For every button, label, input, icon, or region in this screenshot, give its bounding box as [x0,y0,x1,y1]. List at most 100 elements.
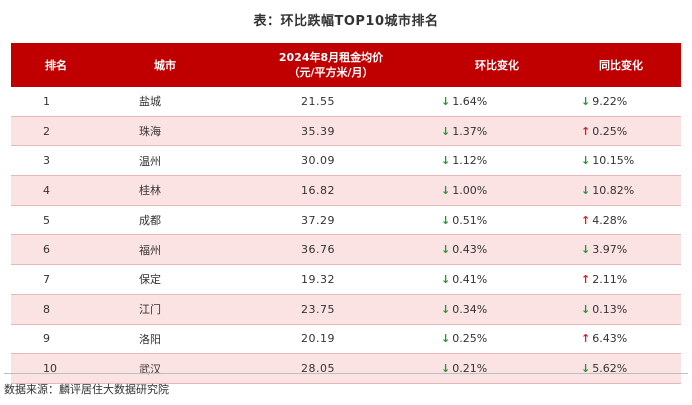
header-rank: 排名 [11,43,101,87]
arrow-down-icon: ↓ [441,332,451,346]
header-rent: 2024年8月租金均价 （元/平方米/月） [229,43,433,87]
mom-change-cell: ↓ 1.37% [433,116,561,147]
mom-change-cell: ↓ 0.34% [433,294,561,325]
table-row: 6 福州 36.76 ↓ 0.43% ↓ 3.97% [11,234,681,266]
mom-change-cell-value: 0.43% [452,243,488,257]
table-row: 4 桂林 16.82 ↓ 1.00% ↓ 10.82% [11,175,681,206]
rank-cell: 4 [11,175,101,206]
table-row: 9 洛阳 20.19 ↓ 0.25% ↑ 6.43% [11,324,681,355]
mom-change-cell-value: 0.34% [452,302,488,316]
table-caption: 表：环比跌幅TOP10城市排名 [253,14,439,29]
mom-change-cell-value: 1.00% [452,183,488,197]
city-cell: 温州 [101,145,229,177]
mom-change-cell: ↓ 0.51% [433,205,561,236]
rent-cell: 23.75 [229,294,433,325]
rent-cell: 19.32 [229,264,433,295]
arrow-down-icon: ↓ [441,302,451,316]
yoy-change-cell-value: 10.15% [592,154,635,168]
table-body: 1 盐城 21.55 ↓ 1.64% ↓ 9.22% 2 珠海 35.39 ↓ 1.37% ↑ 0.25%… [11,87,681,384]
mom-change-cell-value: 0.51% [452,213,488,227]
table-row: 10 武汉 28.05 ↓ 0.21% ↓ 5.62% [11,353,681,384]
city-cell: 江门 [101,294,229,325]
mom-change-cell-value: 1.37% [452,124,488,138]
rent-cell: 28.05 [229,353,433,384]
mom-change-cell-value: 1.12% [452,154,488,168]
table-row: 3 温州 30.09 ↓ 1.12% ↓ 10.15% [11,145,681,177]
table-header-row: 排名 城市 2024年8月租金均价 （元/平方米/月） 环比变化 同比变化 [11,43,681,87]
arrow-up-icon: ↑ [581,272,591,286]
yoy-change-cell: ↑ 2.11% [561,264,681,295]
city-cell: 成都 [101,205,229,236]
yoy-change-cell-value: 5.62% [592,362,628,376]
mom-change-cell-value: 1.64% [452,94,488,108]
header-city: 城市 [101,43,229,87]
yoy-change-cell-value: 10.82% [592,183,635,197]
rank-cell: 3 [11,145,101,177]
table-row: 7 保定 19.32 ↓ 0.41% ↑ 2.11% [11,264,681,295]
footer-divider [4,373,688,374]
rent-cell: 21.55 [229,87,433,117]
rank-cell: 1 [11,87,101,117]
header-rent-line2: （元/平方米/月） [288,66,374,79]
arrow-down-icon: ↓ [441,272,451,286]
rent-cell: 37.29 [229,205,433,236]
arrow-down-icon: ↓ [441,183,451,197]
rank-cell: 10 [11,353,101,384]
table-row: 2 珠海 35.39 ↓ 1.37% ↑ 0.25% [11,116,681,147]
mom-change-cell-value: 0.21% [452,362,488,376]
arrow-down-icon: ↓ [441,124,451,138]
table-row: 1 盐城 21.55 ↓ 1.64% ↓ 9.22% [11,87,681,117]
rank-cell: 5 [11,205,101,236]
mom-change-cell: ↓ 0.43% [433,234,561,266]
rank-cell: 8 [11,294,101,325]
arrow-down-icon: ↓ [441,154,451,168]
yoy-change-cell: ↓ 10.15% [561,145,681,177]
arrow-down-icon: ↓ [581,94,591,108]
arrow-down-icon: ↓ [441,243,451,257]
rent-cell: 16.82 [229,175,433,206]
header-mom: 环比变化 [433,43,561,87]
yoy-change-cell-value: 0.13% [592,302,628,316]
arrow-down-icon: ↓ [441,362,451,376]
city-cell: 武汉 [101,353,229,384]
yoy-change-cell: ↑ 4.28% [561,205,681,236]
arrow-down-icon: ↓ [581,154,591,168]
rent-cell: 36.76 [229,234,433,266]
yoy-change-cell: ↓ 5.62% [561,353,681,384]
yoy-change-cell-value: 6.43% [592,332,628,346]
yoy-change-cell-value: 9.22% [592,94,628,108]
mom-change-cell: ↓ 1.12% [433,145,561,177]
mom-change-cell: ↓ 0.25% [433,324,561,355]
mom-change-cell: ↓ 0.21% [433,353,561,384]
city-cell: 盐城 [101,87,229,117]
mom-change-cell-value: 0.41% [452,272,488,286]
yoy-change-cell: ↓ 3.97% [561,234,681,266]
rent-cell: 20.19 [229,324,433,355]
arrow-up-icon: ↑ [581,124,591,138]
mom-change-cell: ↓ 1.64% [433,87,561,117]
yoy-change-cell: ↑ 6.43% [561,324,681,355]
arrow-down-icon: ↓ [581,183,591,197]
arrow-down-icon: ↓ [441,213,451,227]
yoy-change-cell: ↓ 9.22% [561,87,681,117]
city-cell: 洛阳 [101,324,229,355]
yoy-change-cell: ↓ 10.82% [561,175,681,206]
arrow-up-icon: ↑ [581,213,591,227]
arrow-down-icon: ↓ [581,243,591,257]
city-cell: 保定 [101,264,229,295]
table-row: 8 江门 23.75 ↓ 0.34% ↓ 0.13% [11,294,681,325]
city-cell: 珠海 [101,116,229,147]
rank-cell: 9 [11,324,101,355]
arrow-down-icon: ↓ [581,302,591,316]
rent-cell: 30.09 [229,145,433,177]
rank-cell: 7 [11,264,101,295]
yoy-change-cell: ↑ 0.25% [561,116,681,147]
mom-change-cell-value: 0.25% [452,332,488,346]
table-row: 5 成都 37.29 ↓ 0.51% ↑ 4.28% [11,205,681,236]
data-source-note: 数据来源：麟评居住大数据研究院 [4,383,169,396]
arrow-up-icon: ↑ [581,332,591,346]
header-yoy: 同比变化 [561,43,681,87]
yoy-change-cell: ↓ 0.13% [561,294,681,325]
yoy-change-cell-value: 2.11% [592,272,628,286]
